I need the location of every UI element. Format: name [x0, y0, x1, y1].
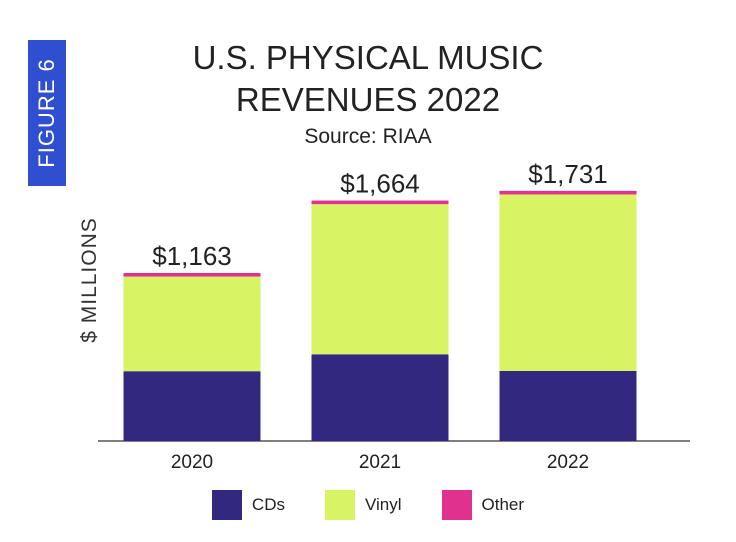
total-label-2022: $1,731 [528, 159, 608, 189]
legend-swatch-vinyl [324, 490, 355, 520]
bar-other-2020 [123, 272, 261, 277]
bar-other-2021 [311, 200, 449, 205]
x-tick-label-2021: 2021 [359, 452, 401, 473]
legend: CDs Vinyl Other [0, 490, 736, 520]
legend-label-cds: CDs [251, 495, 285, 514]
legend-label-vinyl: Vinyl [364, 495, 402, 514]
bar-cds-2020 [123, 371, 261, 441]
legend-item-vinyl: Vinyl [324, 490, 402, 520]
bar-vinyl-2022 [499, 194, 637, 371]
bar-vinyl-2020 [123, 276, 261, 372]
bar-other-2022 [499, 190, 637, 195]
bars-group: $1,163 2020 $1,664 2021 $1,731 2022 [123, 159, 637, 473]
legend-label-other: Other [481, 495, 525, 514]
total-label-2021: $1,664 [340, 169, 420, 199]
figure-tag: FIGURE 6 [28, 40, 66, 186]
chart-title-line-2: REVENUES 2022 [235, 81, 501, 118]
x-tick-label-2022: 2022 [547, 452, 589, 473]
legend-item-cds: CDs [211, 490, 285, 520]
total-label-2020: $1,163 [152, 241, 232, 271]
legend-item-other: Other [441, 490, 525, 520]
legend-swatch-cds [211, 490, 242, 520]
bar-cds-2021 [311, 354, 449, 441]
legend-swatch-other [441, 490, 472, 520]
bar-vinyl-2021 [311, 204, 449, 355]
chart-title-line-1: U.S. PHYSICAL MUSIC [192, 39, 544, 76]
x-tick-label-2020: 2020 [171, 452, 213, 473]
bar-cds-2022 [499, 370, 637, 441]
chart-subtitle: Source: RIAA [304, 125, 432, 148]
